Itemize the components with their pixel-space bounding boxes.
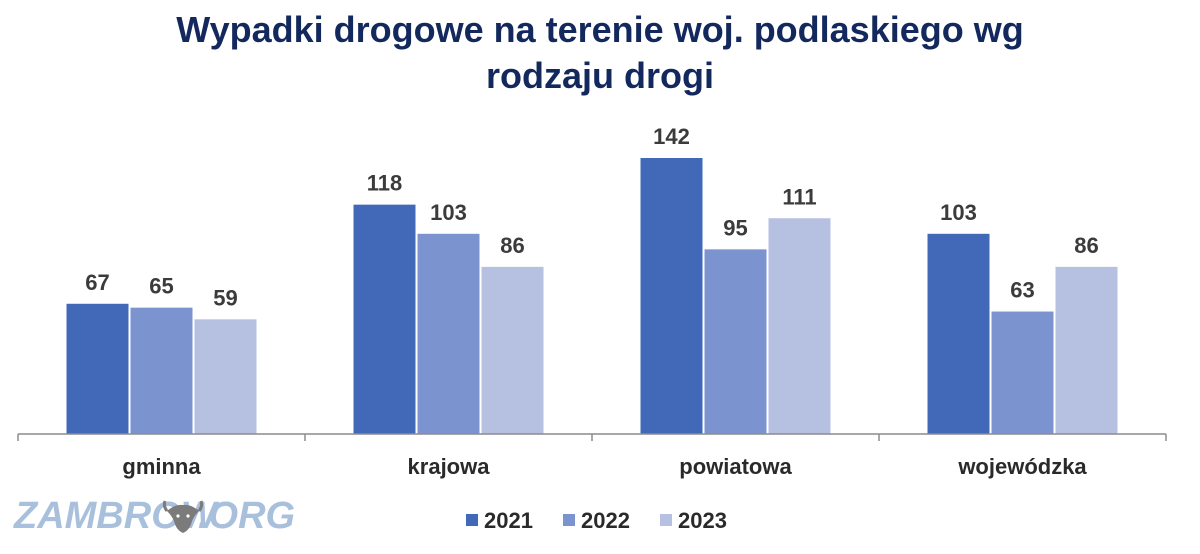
- bar-gminna-2021: [66, 303, 129, 434]
- chart-title-line-1: Wypadki drogowe na terenie woj. podlaski…: [176, 9, 1023, 50]
- data-label-wojewódzka-2023: 86: [1074, 233, 1098, 258]
- bar-krajowa-2022: [417, 233, 480, 434]
- legend-swatch-2023: [660, 514, 672, 526]
- data-label-krajowa-2021: 118: [367, 171, 403, 196]
- bar-wojewódzka-2022: [991, 311, 1054, 434]
- x-tick-label-wojewódzka: wojewódzka: [957, 454, 1087, 479]
- legend-label-2023: 2023: [678, 508, 727, 533]
- data-label-powiatowa-2022: 95: [723, 215, 747, 240]
- x-tick-label-powiatowa: powiatowa: [679, 454, 792, 479]
- bar-powiatowa-2021: [640, 158, 703, 434]
- bar-powiatowa-2023: [768, 218, 831, 434]
- bar-wojewódzka-2023: [1055, 266, 1118, 434]
- chart-title-line-2: rodzaju drogi: [486, 55, 714, 96]
- x-axis: gminna krajowa powiatowa wojewódzka: [17, 433, 1167, 479]
- data-label-krajowa-2023: 86: [500, 233, 524, 258]
- bison-head-icon: [162, 500, 204, 533]
- legend-label-2021: 2021: [484, 508, 533, 533]
- data-label-krajowa-2022: 103: [430, 200, 467, 225]
- bar-gminna-2022: [130, 307, 193, 434]
- bar-powiatowa-2022: [704, 249, 767, 434]
- data-label-wojewódzka-2022: 63: [1010, 278, 1034, 303]
- bar-krajowa-2021: [353, 204, 416, 434]
- data-label-gminna-2022: 65: [149, 274, 173, 299]
- bar-wojewódzka-2021: [927, 233, 990, 434]
- data-label-powiatowa-2021: 142: [653, 124, 690, 149]
- data-label-wojewódzka-2021: 103: [940, 200, 977, 225]
- watermark-logo: ZAMBROW .ORG: [13, 495, 295, 537]
- legend: 2021 2022 2023: [466, 508, 727, 533]
- data-label-powiatowa-2023: 111: [782, 184, 816, 209]
- legend-label-2022: 2022: [581, 508, 630, 533]
- bar-krajowa-2023: [481, 266, 544, 434]
- data-labels: 67 65 59 118 103 86 142 95 111 103 63 86: [85, 124, 1098, 310]
- x-tick-label-krajowa: krajowa: [408, 454, 491, 479]
- legend-swatch-2022: [563, 514, 575, 526]
- data-label-gminna-2023: 59: [213, 285, 237, 310]
- data-label-gminna-2021: 67: [85, 270, 109, 295]
- legend-swatch-2021: [466, 514, 478, 526]
- bars-layer: [66, 158, 1118, 434]
- x-tick-label-gminna: gminna: [122, 454, 201, 479]
- watermark-text-right: .ORG: [198, 495, 295, 537]
- bar-gminna-2023: [194, 319, 257, 434]
